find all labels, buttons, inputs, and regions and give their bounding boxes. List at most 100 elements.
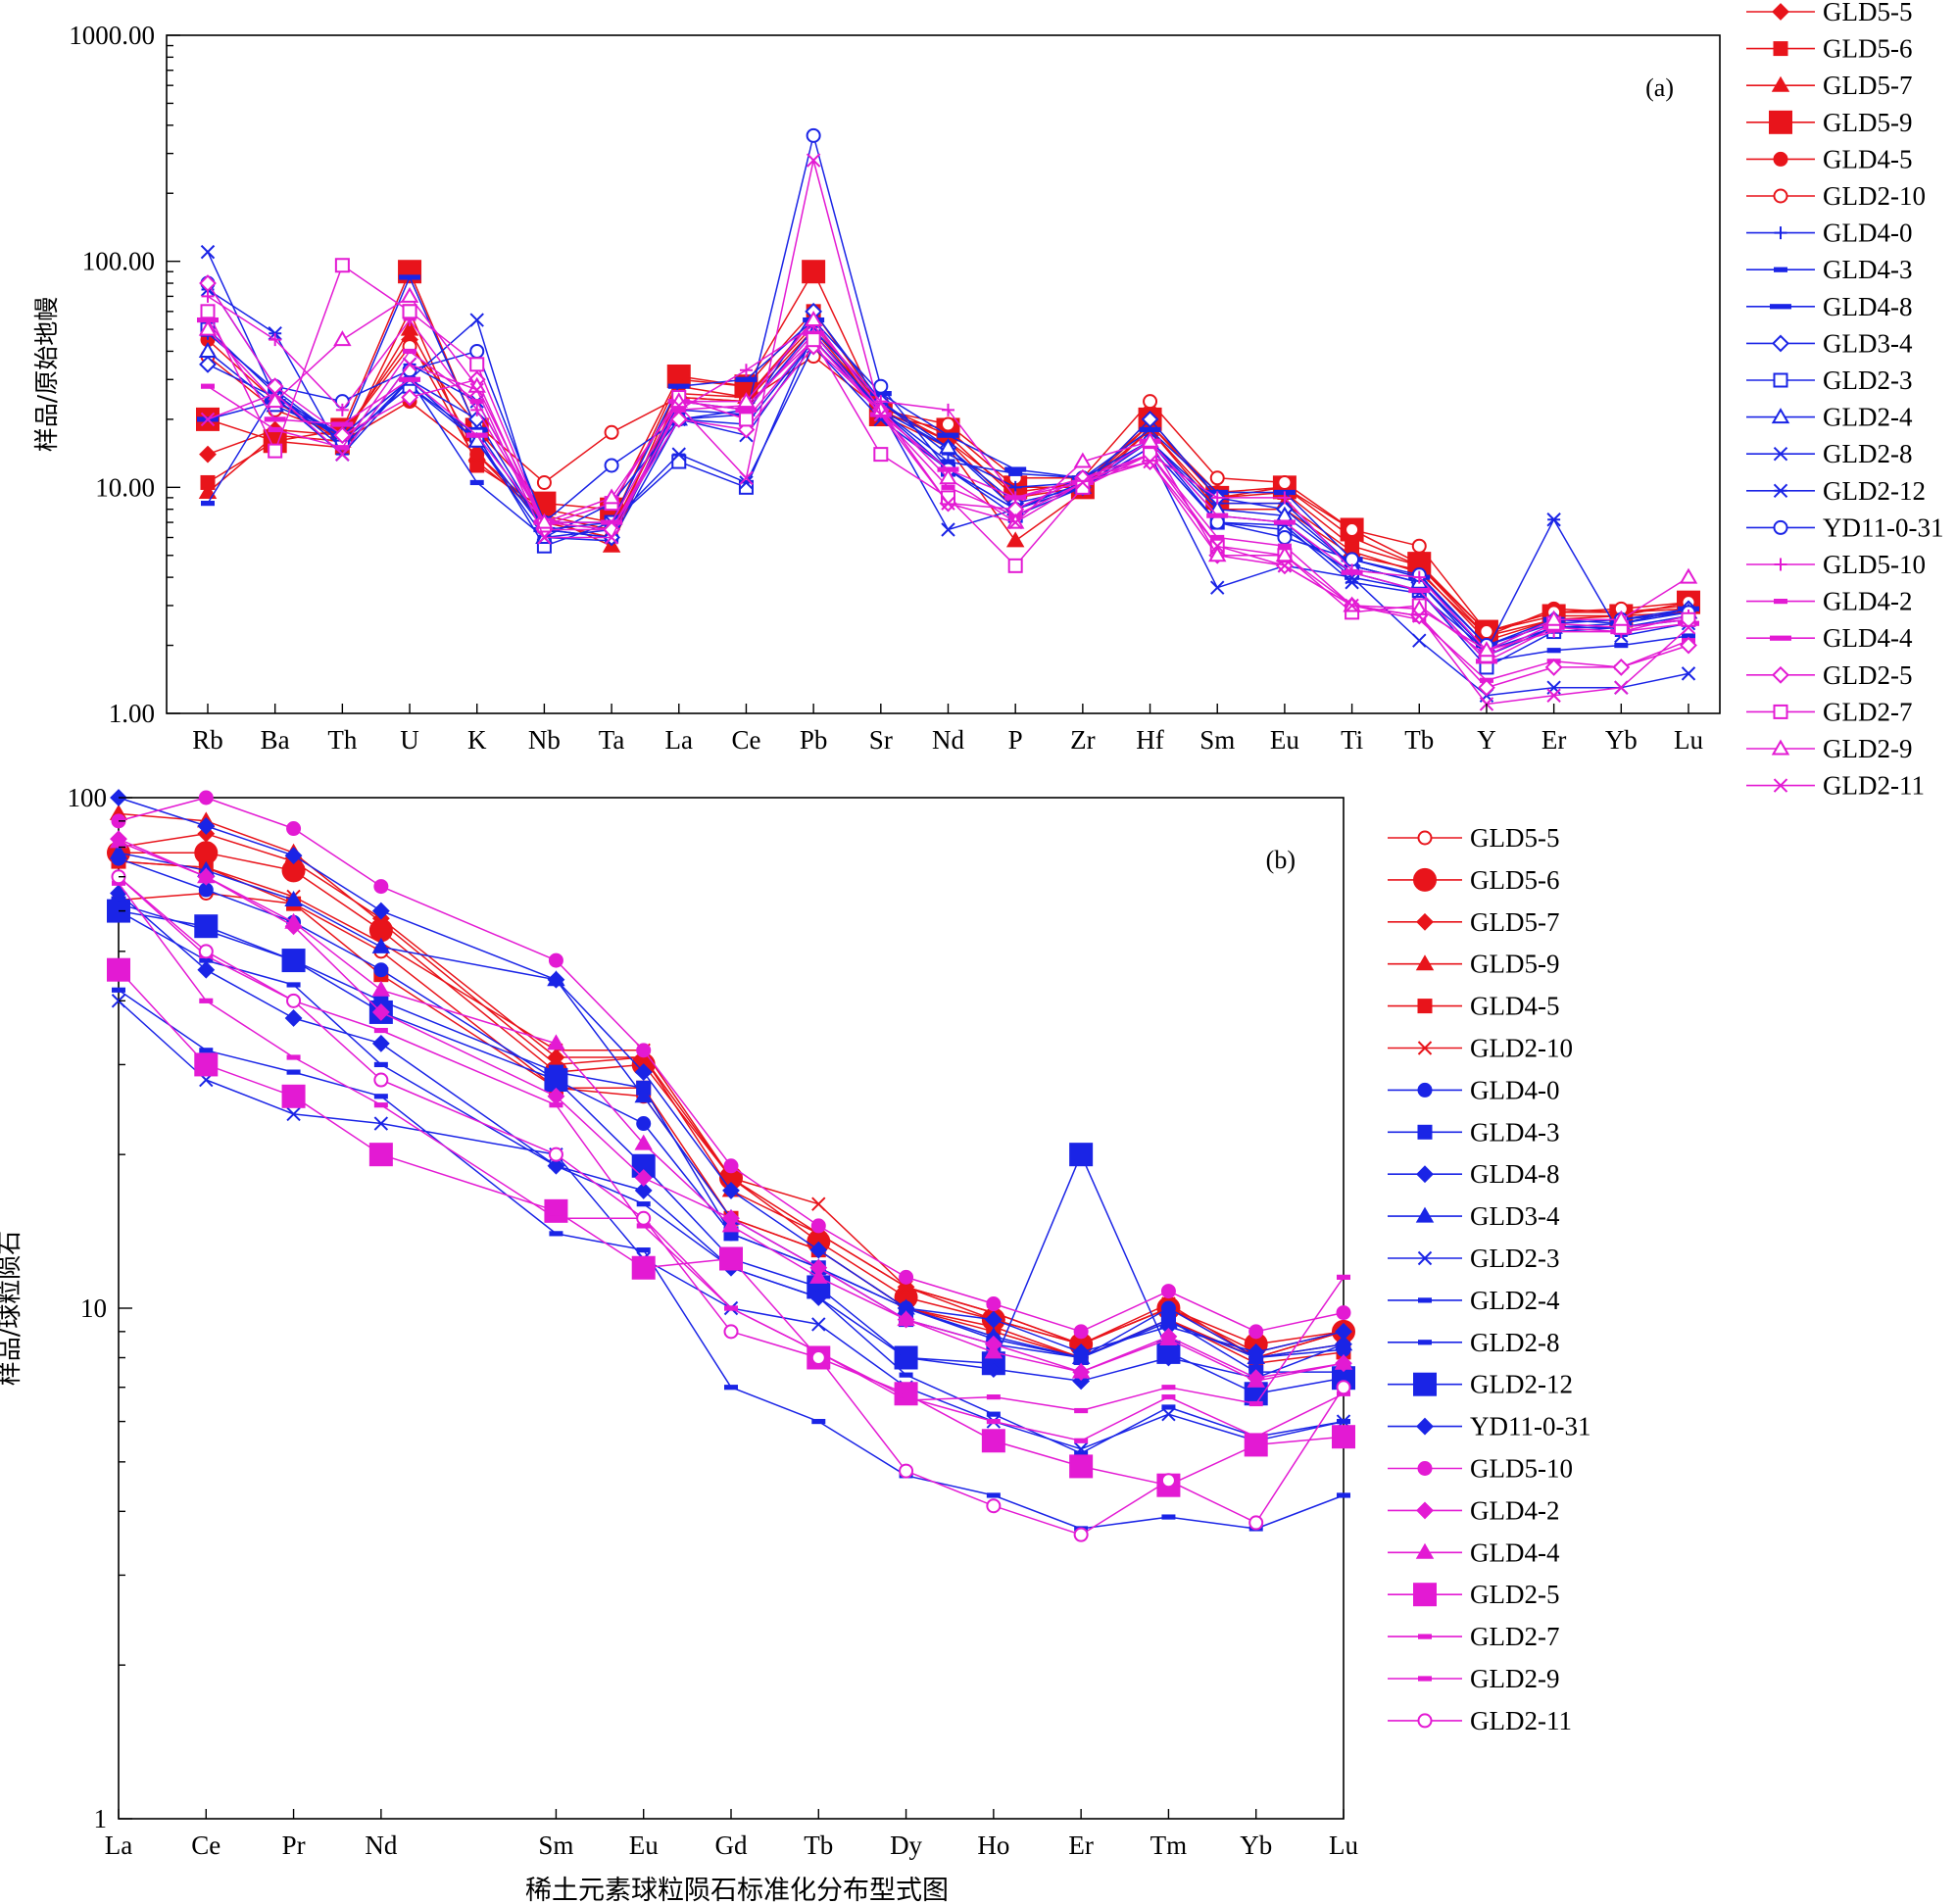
series-gld4-4 (109, 832, 1353, 1388)
legend-label-gld5-10: GLD5-10 (1823, 550, 1926, 579)
point-yd11-0-31-eu (634, 1182, 653, 1199)
point-gld2-5-ce (194, 1052, 219, 1077)
legend-item-gld2-4: GLD2-4 (1388, 1286, 1560, 1315)
point-gld2-4-lu (1337, 1418, 1350, 1425)
legend-item-gld2-11: GLD2-11 (1388, 1706, 1572, 1735)
legend-label-gld2-4: GLD2-4 (1823, 403, 1913, 432)
point-gld4-2-eu (634, 1169, 653, 1187)
point-gld2-11-sm (1210, 539, 1225, 554)
point-gld2-4-nd (939, 438, 957, 455)
point-gld4-2-eu (1277, 543, 1292, 549)
point-gld5-10-sm (1210, 491, 1224, 505)
legend-item-gld4-3: GLD4-3 (1388, 1117, 1559, 1147)
legend-label-gld5-7: GLD5-7 (1470, 907, 1559, 937)
legend-marker-gld2-12 (1413, 1372, 1437, 1396)
point-gld2-9-u (400, 286, 419, 303)
point-gld4-8-ce (197, 817, 216, 835)
legend-item-gld4-5: GLD4-5 (1388, 992, 1559, 1021)
legend-label-gld4-8: GLD4-8 (1823, 292, 1912, 321)
legend-item-gld2-4: GLD2-4 (1746, 403, 1913, 432)
legend-item-gld4-8: GLD4-8 (1388, 1159, 1559, 1189)
x-tick-label-sm: Sm (1199, 725, 1235, 755)
point-gld4-2-rb (201, 383, 215, 389)
x-tick-label-nd: Nd (932, 725, 964, 755)
point-gld4-4-gd (721, 1216, 741, 1233)
point-gld2-4-tm (1161, 1404, 1176, 1410)
legend-item-gld5-6: GLD5-6 (1746, 34, 1912, 64)
y-tick-label: 100 (68, 783, 108, 812)
legend-label-gld5-6: GLD5-6 (1470, 865, 1559, 895)
point-gld2-8-ho (986, 1492, 1001, 1498)
legend-marker-gld5-10 (1774, 558, 1787, 571)
point-gld4-4-p (1004, 495, 1027, 501)
point-gld4-3-yb (1614, 642, 1629, 649)
point-gld2-7-nd (373, 1102, 388, 1108)
point-gld2-8-sm (549, 1231, 563, 1237)
legend-item-gld4-5: GLD4-5 (1746, 144, 1912, 173)
point-gld2-9-pb (804, 311, 823, 327)
panel-a-y-axis-title: 样品/原始地幔 (32, 297, 61, 452)
legend-label-gld4-0: GLD4-0 (1470, 1075, 1559, 1104)
x-tick-label-yb: Yb (1240, 1831, 1272, 1860)
point-gld2-5-ho (981, 1429, 1005, 1453)
legend-label-gld5-5: GLD5-5 (1823, 0, 1912, 26)
point-gld4-4-tb (809, 1267, 828, 1284)
point-gld4-3-k (469, 479, 484, 486)
legend-marker-gld2-3 (1773, 372, 1788, 388)
point-gld2-12-ce (194, 914, 219, 939)
point-gld4-8-la (667, 383, 690, 389)
point-gld4-2-la (671, 407, 686, 413)
point-gld2-3-tb (811, 1317, 826, 1332)
panel-a-label: (a) (1645, 73, 1674, 102)
series-line-gld4-8 (118, 797, 1345, 1353)
point-gld5-10-dy (899, 1269, 914, 1285)
point-gld2-9-zr (1073, 452, 1093, 468)
x-tick-label-th: Th (327, 725, 357, 755)
x-tick-label-zr: Zr (1070, 725, 1095, 755)
legend-marker-gld5-9 (1769, 110, 1792, 134)
point-gld2-9-eu (636, 1223, 651, 1229)
point-gld4-4-eu (1273, 519, 1296, 525)
legend-label-gld5-7: GLD5-7 (1823, 71, 1912, 100)
point-gld2-4-eu (636, 1201, 651, 1207)
point-gld5-10-pr (286, 821, 302, 837)
legend-marker-gld2-11 (1417, 1713, 1433, 1729)
legend-item-gld2-7: GLD2-7 (1388, 1622, 1559, 1651)
point-gld5-7-p (1005, 531, 1025, 548)
legend-marker-gld5-7 (1416, 912, 1434, 931)
legend-label-gld2-11: GLD2-11 (1823, 771, 1925, 801)
point-gld2-8-tb (1412, 633, 1427, 648)
point-gld5-10-rb (201, 289, 215, 303)
y-tick-label: 10 (80, 1294, 107, 1323)
point-gld2-10-y (1479, 624, 1494, 640)
series-line-gld4-4 (118, 841, 1345, 1383)
point-gld2-9-ho (986, 1394, 1001, 1400)
x-tick-label-dy: Dy (890, 1831, 922, 1860)
point-gld5-10-yb (1248, 1324, 1264, 1340)
point-gld3-4-tm (1159, 1312, 1178, 1329)
point-gld2-7-pb (806, 332, 821, 348)
legend-marker-gld5-7 (1771, 75, 1790, 92)
point-yd11-0-31-lu (1335, 1335, 1352, 1353)
point-gld4-4-tb (1408, 587, 1431, 594)
legend-marker-gld3-4 (1772, 334, 1789, 353)
point-gld5-10-sm (548, 952, 563, 968)
panel-a-plot-frame (166, 34, 1721, 714)
point-gld2-8-lu (1337, 1492, 1350, 1498)
point-gld2-11-pb (806, 153, 821, 168)
point-gld2-11-ce (739, 470, 754, 485)
point-gld2-11-eu (1277, 559, 1293, 573)
point-gld2-11-er (1073, 1527, 1089, 1542)
point-gld2-10-tb (811, 1196, 826, 1211)
x-tick-label-gd: Gd (715, 1831, 748, 1860)
point-gld2-5-pr (281, 1084, 306, 1108)
legend-marker-gld4-0 (1774, 226, 1787, 240)
point-gld4-0-nd (373, 962, 389, 978)
x-tick-label-sr: Sr (869, 725, 893, 755)
legend-item-gld2-8: GLD2-8 (1746, 439, 1912, 468)
legend-item-gld2-5: GLD2-5 (1388, 1580, 1559, 1609)
point-gld2-11-eu (636, 1210, 652, 1226)
series-line-gld2-10 (118, 860, 1345, 1359)
legend-label-gld2-8: GLD2-8 (1823, 439, 1912, 468)
point-gld2-11-la (671, 398, 686, 414)
